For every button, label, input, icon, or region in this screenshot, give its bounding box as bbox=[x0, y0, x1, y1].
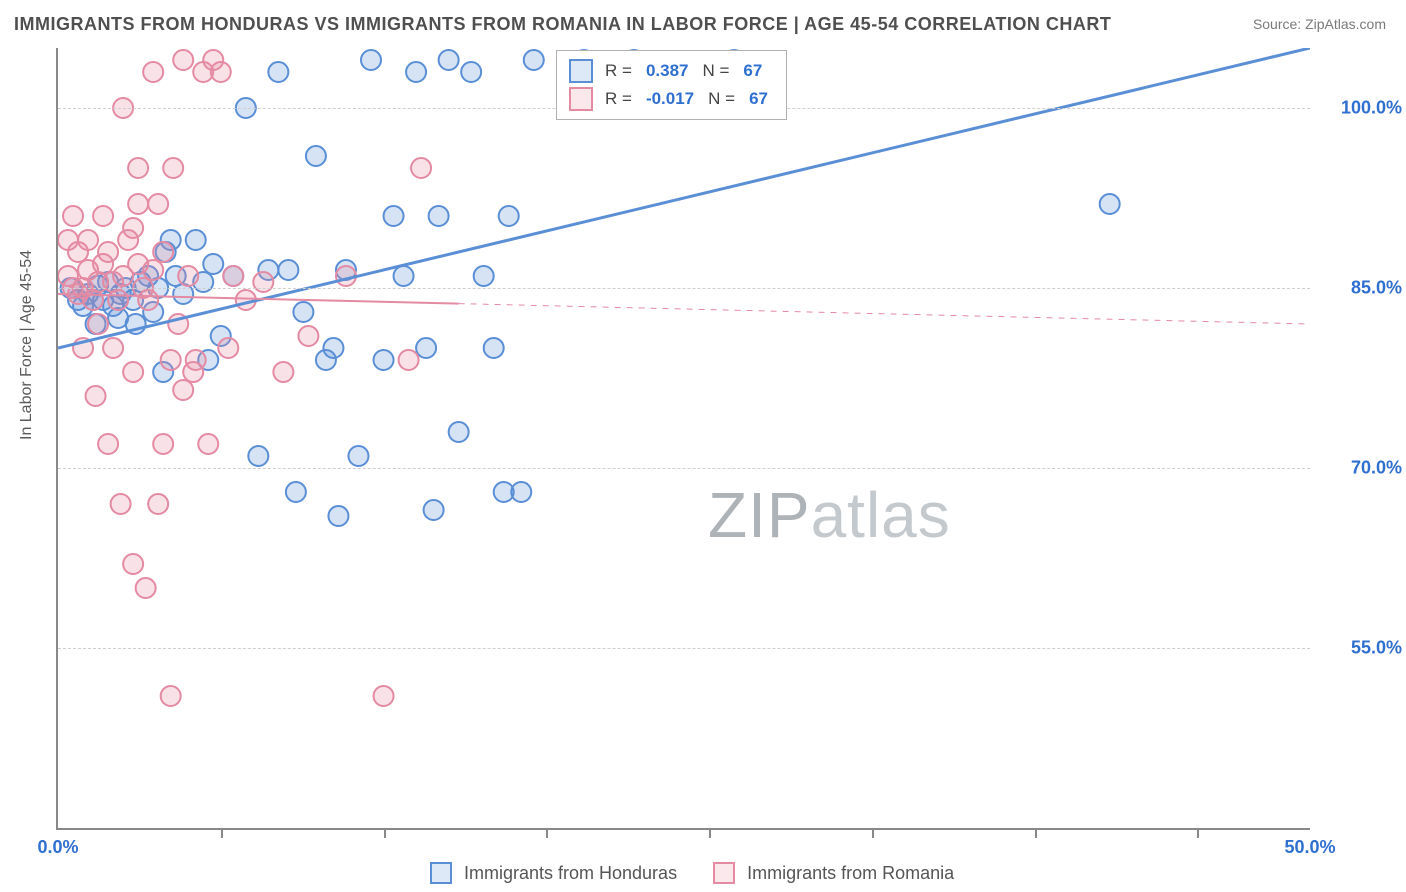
plot-area: ZIPatlas 55.0%70.0%85.0%100.0%0.0%50.0% bbox=[56, 48, 1310, 830]
watermark-b: atlas bbox=[811, 479, 951, 551]
chart-svg bbox=[58, 48, 1310, 828]
series-legend-item: Immigrants from Honduras bbox=[430, 862, 677, 884]
legend-row: R =-0.017 N =67 bbox=[569, 85, 774, 113]
y-tick-label: 70.0% bbox=[1318, 458, 1402, 479]
y-tick-label: 55.0% bbox=[1318, 638, 1402, 659]
source-label: Source: ZipAtlas.com bbox=[1253, 16, 1386, 32]
y-axis-label: In Labor Force | Age 45-54 bbox=[18, 250, 36, 440]
x-tick-label: 50.0% bbox=[1284, 837, 1335, 858]
watermark-a: ZIP bbox=[708, 479, 811, 551]
series-legend-item: Immigrants from Romania bbox=[713, 862, 954, 884]
correlation-legend: R =0.387 N =67 R =-0.017 N =67 bbox=[556, 50, 787, 120]
x-tick-label: 0.0% bbox=[37, 837, 78, 858]
y-tick-label: 85.0% bbox=[1318, 278, 1402, 299]
watermark: ZIPatlas bbox=[708, 478, 951, 552]
series-legend: Immigrants from Honduras Immigrants from … bbox=[430, 862, 954, 884]
chart-title: IMMIGRANTS FROM HONDURAS VS IMMIGRANTS F… bbox=[14, 14, 1111, 35]
y-tick-label: 100.0% bbox=[1318, 98, 1402, 119]
legend-row: R =0.387 N =67 bbox=[569, 57, 774, 85]
